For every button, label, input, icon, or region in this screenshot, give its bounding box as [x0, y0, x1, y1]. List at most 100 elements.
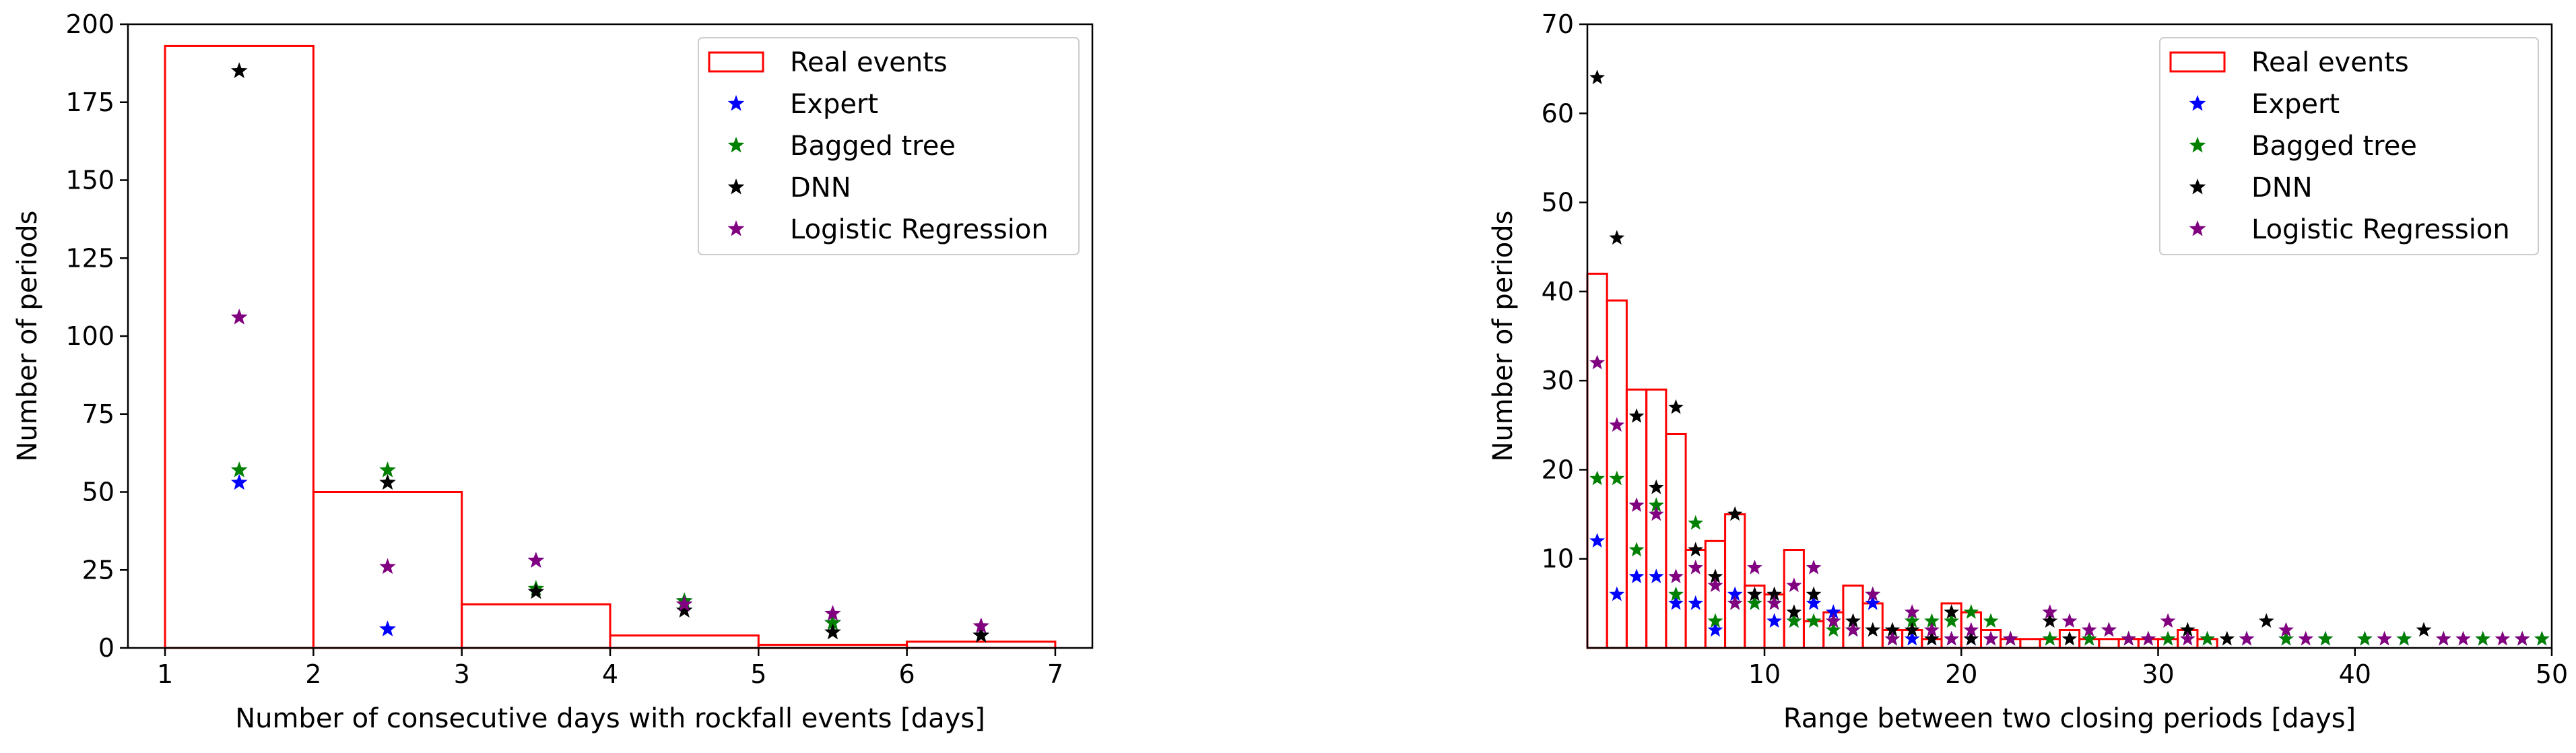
legend-swatch	[708, 51, 764, 73]
scatter-point	[2061, 613, 2078, 628]
scatter-point	[1688, 595, 1704, 610]
scatter-point	[2042, 604, 2058, 619]
scatter-point	[1747, 559, 1762, 575]
scatter-point	[2239, 630, 2255, 646]
left-x-axis-ticks: 1 2 3 4 5 6 7	[157, 648, 1063, 689]
scatter-point	[2081, 630, 2097, 646]
scatter-point	[2278, 630, 2294, 646]
scatter-point	[2081, 622, 2097, 637]
scatter-point	[1609, 230, 1625, 245]
scatter-point	[1924, 613, 1940, 628]
scatter-point	[2258, 613, 2274, 628]
legend-label: Expert	[2251, 89, 2340, 120]
scatter-point	[1648, 479, 1664, 494]
scatter-point	[2377, 630, 2392, 646]
y-tick-label: 175	[65, 88, 114, 117]
legend-label: DNN	[790, 172, 851, 203]
left-chart-panel: 1 2 3 4 5 6 7 0 25 50 75 100 125 150 175 200 Number of…	[12, 9, 1094, 734]
scatter-point	[2278, 622, 2294, 637]
histogram-bar	[906, 641, 1057, 649]
scatter-point	[2101, 622, 2117, 637]
legend-marker	[2189, 95, 2206, 111]
y-tick-label: 125	[65, 243, 114, 273]
left-scatter-points	[230, 62, 990, 643]
x-tick-label: 4	[602, 659, 618, 689]
scatter-point	[1648, 497, 1664, 513]
scatter-point	[1806, 559, 1822, 575]
scatter-point	[230, 62, 248, 78]
x-tick-label: 3	[454, 659, 470, 689]
scatter-point	[972, 617, 990, 634]
scatter-point	[1589, 354, 1605, 370]
histogram-bar	[1724, 513, 1746, 649]
scatter-point	[1628, 497, 1645, 513]
scatter-point	[1707, 622, 1723, 637]
scatter-point	[1589, 533, 1605, 548]
legend-label: DNN	[2251, 172, 2313, 203]
legend-box	[2159, 37, 2539, 255]
scatter-point	[2534, 630, 2550, 646]
scatter-point	[1904, 604, 1920, 619]
x-tick-label: 2	[305, 659, 321, 689]
scatter-point	[230, 308, 248, 325]
scatter-point	[1727, 595, 1743, 610]
scatter-point	[1825, 613, 1841, 628]
scatter-point	[2357, 630, 2373, 646]
legend-label: Expert	[790, 89, 878, 120]
right-chart-panel: 10 20 30 40 50 10 20 30 40 50 60 70 Range between …	[1488, 9, 2568, 734]
scatter-point	[1944, 604, 1960, 619]
scatter-point	[1766, 613, 1782, 628]
scatter-point	[2121, 630, 2137, 646]
histogram-bar	[461, 603, 612, 649]
scatter-point	[527, 552, 545, 568]
x-tick-label: 6	[899, 659, 915, 689]
right-x-axis-ticks: 10 20 30 40 50	[1748, 648, 2568, 689]
legend-label: Logistic Regression	[2251, 214, 2510, 245]
histogram-bar	[609, 634, 760, 649]
right-plot-frame	[1586, 23, 2553, 649]
scatter-point	[1904, 622, 1920, 637]
scatter-point	[1628, 408, 1645, 423]
legend-marker	[727, 95, 745, 111]
scatter-point	[1963, 622, 1979, 637]
right-scatter-points	[1589, 69, 2550, 646]
right-legend: Real events Expert Bagged tree DNN Logistic …	[2159, 37, 2539, 255]
scatter-point	[1865, 595, 1881, 610]
scatter-point	[824, 614, 841, 630]
scatter-point	[1668, 568, 1684, 583]
scatter-point	[2495, 630, 2511, 646]
y-tick-label: 25	[82, 555, 114, 585]
x-tick-label: 5	[750, 659, 766, 689]
scatter-point	[1747, 595, 1762, 610]
scatter-point	[1825, 622, 1841, 637]
scatter-point	[379, 620, 396, 636]
scatter-point	[379, 461, 396, 478]
left-y-axis-ticks: 0 25 50 75 100 125 150 175 200	[65, 9, 128, 663]
y-tick-label: 50	[1542, 188, 1574, 218]
scatter-point	[2140, 630, 2156, 646]
x-tick-label: 40	[2339, 659, 2371, 689]
legend-swatch	[2169, 51, 2226, 73]
scatter-point	[1589, 69, 1605, 85]
scatter-point	[1825, 604, 1841, 619]
scatter-point	[1609, 417, 1625, 432]
histogram-bar	[1625, 388, 1648, 649]
x-tick-label: 7	[1047, 659, 1063, 689]
scatter-point	[1747, 586, 1762, 601]
scatter-point	[1983, 630, 1999, 646]
y-tick-label: 200	[65, 9, 114, 39]
scatter-point	[1904, 613, 1920, 628]
x-tick-label: 30	[2142, 659, 2174, 689]
y-tick-label: 40	[1542, 277, 1574, 306]
x-tick-label: 10	[1748, 659, 1781, 689]
scatter-point	[1648, 568, 1664, 583]
scatter-point	[1589, 470, 1605, 486]
scatter-point	[1944, 613, 1960, 628]
histogram-bar	[1665, 433, 1687, 649]
scatter-point	[2042, 613, 2058, 628]
scatter-point	[2317, 630, 2334, 646]
scatter-point	[2179, 630, 2195, 646]
y-tick-label: 60	[1542, 98, 1574, 128]
scatter-point	[1865, 622, 1881, 637]
x-tick-label: 1	[157, 659, 173, 689]
